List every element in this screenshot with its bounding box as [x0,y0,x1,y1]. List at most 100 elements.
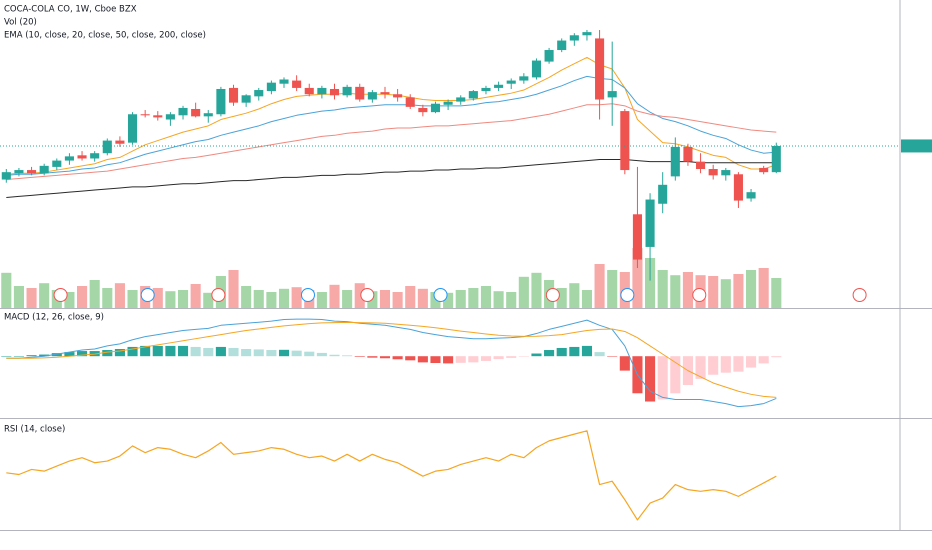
candle-body [115,140,125,144]
candle-body [191,108,201,117]
histogram-bar [619,356,630,371]
volume-bar [493,291,504,308]
histogram-bar [607,356,618,357]
candle-body [430,103,441,113]
volume-bar [771,278,782,308]
candle-body [317,87,327,95]
labels: COCA-COLA CO, 1W, Cboe BZX Vol (20) EMA … [4,5,206,435]
histogram-bar [64,352,75,357]
histogram-bar [695,356,706,379]
indicator-line [6,430,777,521]
candle-body [683,146,693,162]
candle-body [759,167,769,173]
candle-body [266,82,276,92]
volume-bar [392,292,403,308]
candle-body [443,101,453,105]
volume-bar [89,280,100,308]
indicator-line [6,321,777,398]
histogram-bar [645,356,656,402]
histogram-bar [215,346,226,357]
histogram-bar [39,354,50,357]
histogram-bar [316,352,327,357]
histogram-bar [720,356,731,373]
volume-bar [253,290,264,308]
candle-body [178,107,188,116]
event-marker [545,288,560,302]
histogram-bar [708,356,719,375]
candle-body [595,38,605,100]
histogram-bar [190,346,201,357]
histogram-bar [278,349,290,357]
histogram-bar [468,356,479,363]
histogram-bar [165,345,176,357]
volume-bar [127,290,138,308]
histogram-bar [506,356,517,358]
volume-bar [114,283,125,308]
candle-body [1,172,11,180]
candle-body [127,114,138,143]
candle-body [569,35,579,41]
candle-body [696,161,706,170]
histogram-bar [518,356,529,357]
histogram-bar [26,355,37,357]
volume-bar [228,270,239,308]
volume-bar [1,272,12,308]
candle-body [90,153,100,159]
histogram-bar [556,347,567,357]
indicator-label: Vol (20) [4,18,37,28]
volume-bar [607,270,618,308]
histogram-bar [89,351,100,357]
candle-body [468,91,478,99]
candle-body [355,86,365,100]
candle-body [582,32,592,36]
candle-body [241,95,251,103]
candle-body [216,88,226,115]
volume-bar [657,270,668,308]
histogram-bar [746,356,757,368]
histogram-bar [733,356,744,372]
candle-body [557,40,567,51]
histogram-bar [443,356,454,364]
histogram-bar [51,353,62,357]
candle-body [140,114,150,116]
volume-bar [165,291,176,308]
volume-bar [342,290,353,308]
histogram-bar [367,356,378,358]
event-marker [140,288,155,302]
candle-body [228,87,239,103]
histogram-bar [329,354,340,357]
volume-bar [241,286,252,308]
volume-bar [581,290,593,308]
histogram-bar [253,349,264,357]
volume-bar [670,275,681,308]
histogram-bar [670,356,681,394]
volume-bar [354,283,365,308]
histogram-bar [594,352,605,357]
volume-bar [556,288,567,308]
candle-body [620,111,630,171]
volume-bar [102,288,113,308]
candle-body [481,87,491,92]
candle-body [329,88,340,96]
histogram-bar [203,347,214,357]
histogram-bar [177,345,189,357]
volume-bar [733,274,744,308]
volume-bar [443,292,454,308]
candle-body [658,184,668,204]
volume-bar [594,264,605,308]
indicator-label: RSI (14, close) [4,425,65,435]
volume-bar [291,287,302,308]
volume-bar [746,270,757,308]
volume-bar [405,286,416,308]
volume-bar [190,284,201,308]
candle-body [153,115,163,118]
event-marker [692,288,707,302]
histogram-bar [241,348,252,357]
candle-body [607,91,617,98]
volume-bar [569,283,580,308]
volume-bar [316,292,327,308]
candle-body [39,165,49,174]
candle-body [102,140,112,154]
